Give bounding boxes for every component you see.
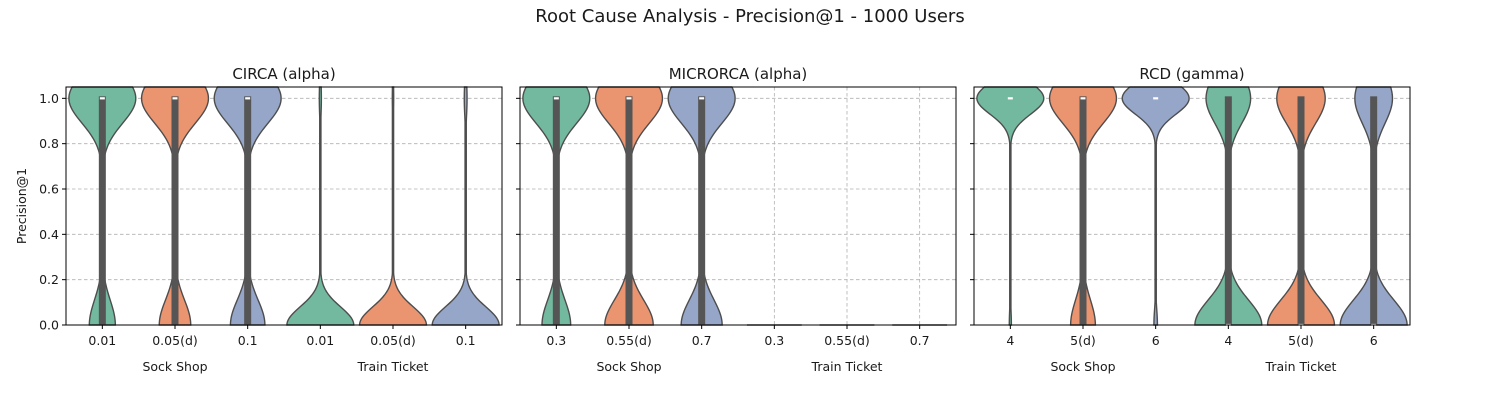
violin-sock-shop-1: [68, 86, 137, 326]
group-label: Train Ticket: [357, 359, 429, 374]
violin-sock-shop-2: [140, 86, 210, 326]
y-axis-label: Precision@1: [14, 168, 29, 244]
violin-sock-shop-3: [1121, 86, 1190, 326]
violin-body: [286, 86, 355, 326]
violin-sock-shop-2: [1048, 86, 1118, 326]
quartile-box: [1079, 96, 1087, 325]
quartile-box: [552, 96, 560, 325]
group-label: Sock Shop: [1050, 359, 1115, 374]
violin-body: [976, 86, 1045, 326]
x-tick-label: 6: [1370, 333, 1378, 348]
violin-sock-shop-1: [976, 86, 1045, 326]
violin-train-ticket-5: [358, 86, 428, 326]
x-tick-label: 4: [1224, 333, 1232, 348]
x-tick-label: 5(d): [1288, 333, 1314, 348]
panel-1: CIRCA (alpha) 0.0 0.2 0.4 0.6 0.8 1.0 0.01 0.05(…: [39, 65, 503, 374]
violin-sock-shop-3: [667, 86, 736, 326]
quartile-box: [171, 96, 179, 325]
panel-title: CIRCA (alpha): [232, 65, 335, 83]
x-tick-label: 5(d): [1070, 333, 1096, 348]
plot-frame: [973, 86, 1411, 326]
median-marker: [245, 97, 251, 100]
group-label: Train Ticket: [811, 359, 883, 374]
x-tick-label: 0.55(d): [824, 333, 870, 348]
x-tick-label: 0.3: [764, 333, 784, 348]
panel-title: RCD (gamma): [1139, 65, 1244, 83]
violin-train-ticket-5: [1266, 86, 1336, 327]
x-tick-label: 0.1: [456, 333, 476, 348]
quartile-box: [625, 96, 633, 325]
median-marker: [1080, 97, 1086, 100]
x-tick-label: 0.1: [238, 333, 258, 348]
y-tick-label: 0.8: [39, 136, 59, 151]
x-tick-label: 0.01: [88, 333, 116, 348]
violin-train-ticket-6: [431, 86, 500, 326]
median-marker: [99, 97, 105, 100]
x-tick-label: 4: [1006, 333, 1014, 348]
violin-body: [431, 86, 500, 326]
violin-sock-shop-3: [213, 86, 282, 326]
median-marker: [1007, 97, 1013, 100]
median-marker: [1153, 97, 1159, 100]
y-tick-label: 0.6: [39, 182, 59, 197]
quartile-box: [1370, 96, 1378, 325]
x-tick-label: 0.3: [546, 333, 566, 348]
quartile-box: [244, 96, 252, 325]
violin-train-ticket-6: [1339, 86, 1408, 327]
figure-title: Root Cause Analysis - Precision@1 - 1000…: [535, 6, 964, 27]
y-tick-label: 0.2: [39, 272, 59, 287]
x-ticks: 4 5(d) 6 4 5(d) 6: [1006, 325, 1378, 348]
violin-body: [1121, 86, 1190, 326]
group-label: Sock Shop: [596, 359, 661, 374]
group-label: Sock Shop: [142, 359, 207, 374]
y-tick-label: 0.0: [39, 318, 59, 333]
x-tick-label: 0.55(d): [606, 333, 652, 348]
violin-train-ticket-4: [286, 86, 355, 326]
panel-2: MICRORCA (alpha)0.3 0.55(d) 0.7 0.3 0.55(d) 0…: [516, 65, 957, 374]
quartile-box: [698, 96, 706, 325]
x-tick-label: 0.7: [910, 333, 930, 348]
y-ticks: 0.0 0.2 0.4 0.6 0.8 1.0: [39, 91, 66, 333]
x-tick-label: 0.7: [692, 333, 712, 348]
x-tick-label: 0.01: [306, 333, 334, 348]
x-tick-label: 0.05(d): [370, 333, 416, 348]
x-ticks: 0.3 0.55(d) 0.7 0.3 0.55(d) 0.7: [546, 325, 930, 348]
group-label: Train Ticket: [1265, 359, 1337, 374]
x-ticks: 0.01 0.05(d) 0.1 0.01 0.05(d) 0.1: [88, 325, 476, 348]
quartile-box: [1297, 96, 1305, 325]
panel-title: MICRORCA (alpha): [669, 65, 808, 83]
violin-sock-shop-1: [522, 86, 591, 326]
y-tick-label: 0.4: [39, 227, 59, 242]
quartile-box: [1224, 96, 1232, 325]
grid: [974, 87, 1410, 326]
violin-train-ticket-4: [1194, 86, 1263, 327]
median-marker: [553, 97, 559, 100]
median-marker: [699, 97, 705, 100]
median-marker: [626, 97, 632, 100]
plot-frame: [519, 86, 957, 326]
y-tick-label: 1.0: [39, 91, 59, 106]
grid: [520, 87, 956, 326]
median-marker: [172, 97, 178, 100]
quartile-box: [98, 96, 106, 325]
grid: [66, 87, 502, 326]
y-ticks: [970, 97, 974, 326]
plot-frame: [65, 86, 503, 326]
violin-body: [358, 86, 428, 326]
violin-sock-shop-2: [594, 86, 664, 326]
chart-panels: CIRCA (alpha) 0.0 0.2 0.4 0.6 0.8 1.0 0.01 0.05(…: [39, 65, 1411, 374]
panel-3: RCD (gamma) 4 5(d) 6 4 5(d) 6 Sock Shop Train Ti…: [970, 65, 1411, 374]
x-tick-label: 0.05(d): [152, 333, 198, 348]
x-tick-label: 6: [1152, 333, 1160, 348]
y-ticks: [516, 97, 520, 326]
